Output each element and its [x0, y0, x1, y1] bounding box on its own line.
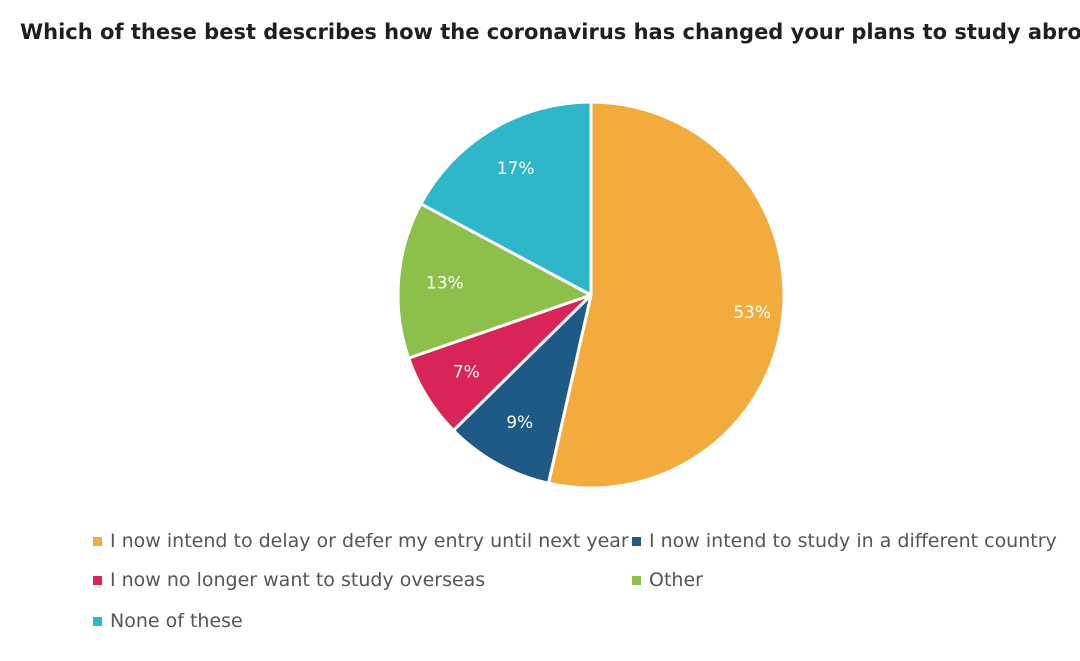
legend-label-1: I now intend to study in a different cou…: [649, 530, 1057, 552]
legend-swatch-1: [632, 536, 641, 546]
chart-title: Which of these best describes how the co…: [20, 20, 1080, 44]
legend-swatch-2: [93, 575, 102, 585]
legend-item-2: I now no longer want to study overseas: [93, 569, 485, 591]
legend-swatch-0: [93, 536, 102, 546]
legend-item-0: I now intend to delay or defer my entry …: [93, 530, 629, 552]
legend-label-3: Other: [649, 569, 703, 591]
legend-label-2: I now no longer want to study overseas: [110, 569, 486, 591]
slice-data-label-0: 53%: [733, 303, 771, 323]
pie-slice-3: [396, 202, 593, 360]
legend-item-4: None of these: [93, 610, 243, 632]
slice-data-label-1: 9%: [506, 413, 533, 433]
legend-swatch-3: [632, 575, 641, 585]
legend-label-0: I now intend to delay or defer my entry …: [110, 530, 629, 552]
legend-item-1: I now intend to study in a different cou…: [632, 530, 1057, 552]
pie-slice-0: [546, 100, 786, 490]
pie-slice-1: [451, 293, 593, 485]
slice-data-label-3: 13%: [426, 273, 464, 293]
legend-swatch-4: [93, 616, 102, 626]
pie-slice-4: [419, 100, 593, 297]
slice-data-label-4: 17%: [497, 159, 535, 179]
slice-data-label-2: 7%: [453, 362, 480, 382]
legend-label-4: None of these: [110, 610, 243, 632]
legend-item-3: Other: [632, 569, 703, 591]
